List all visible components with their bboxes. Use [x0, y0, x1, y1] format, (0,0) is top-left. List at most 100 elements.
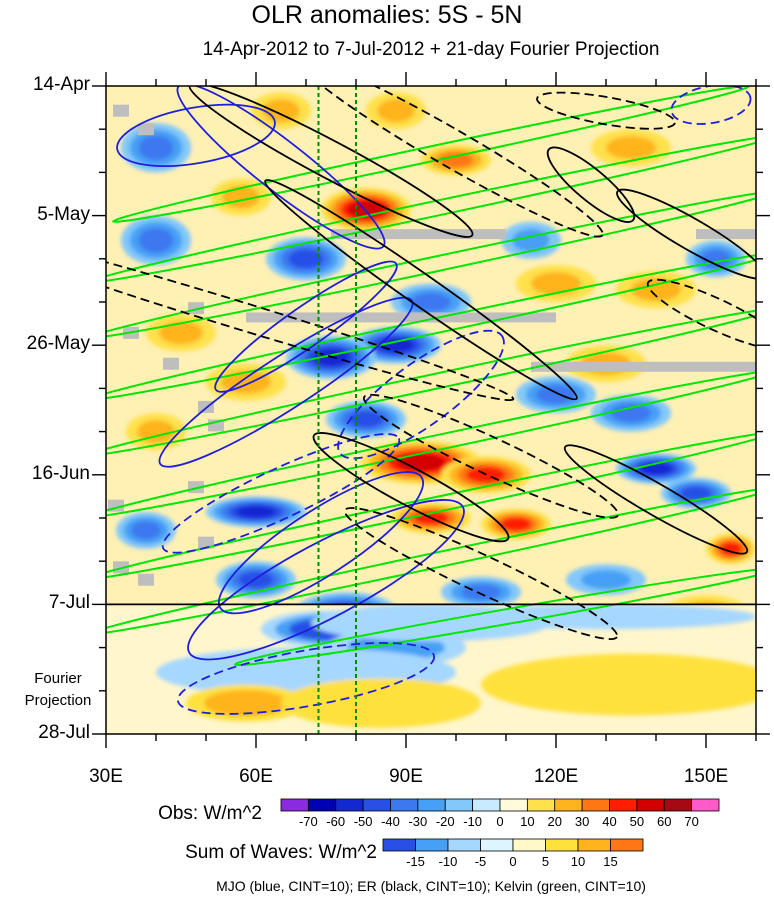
obs-anomaly: [411, 292, 451, 312]
obs-anomaly: [438, 152, 474, 168]
y-tick-label: 14-Apr: [32, 74, 90, 95]
er-contour: [106, 227, 515, 402]
waves-colorbar: [382, 838, 644, 852]
kelvin-contour: [234, 567, 756, 667]
obs-colorbar-box: [335, 798, 364, 812]
kelvin-contour: [106, 135, 756, 284]
x-tick-label: 30E: [89, 766, 123, 787]
obs-colorbar-box: [444, 798, 474, 812]
waves-colorbar-box: [382, 838, 416, 852]
waves-colorbar-label: -10: [438, 854, 458, 869]
obs-blobs: [116, 92, 756, 605]
obs-anomaly: [377, 99, 415, 123]
x-tick-label: 90E: [389, 766, 423, 787]
er-contour: [264, 179, 578, 401]
missing-band: [331, 229, 506, 240]
obs-anomaly: [669, 595, 743, 605]
waves-colorbar-label: 10: [570, 854, 586, 869]
waves-colorbar-label: -5: [474, 854, 487, 869]
kelvin-contour: [106, 252, 756, 401]
obs-field: [106, 86, 756, 605]
kelvin-contour: [106, 431, 756, 580]
obs-colorbar-box: [499, 798, 528, 812]
waves-colorbar-box: [512, 838, 546, 852]
missing-band: [531, 361, 756, 372]
mjo-contour: [161, 433, 401, 554]
waves-colorbar-label: 0: [509, 854, 517, 869]
obs-colorbar-box: [417, 798, 446, 812]
obs-anomaly: [131, 521, 161, 540]
waves-colorbar-box: [577, 838, 611, 852]
projection-anomaly: [281, 678, 481, 728]
x-tick-label: 60E: [239, 766, 273, 787]
obs-colorbar-label: -60: [326, 814, 346, 829]
er-contour: [546, 146, 636, 223]
er-contour: [362, 393, 620, 519]
chart-title: OLR anomalies: 5S - 5N: [251, 1, 523, 29]
waves-colorbar-title: Sum of Waves: W/m^2: [185, 842, 377, 863]
missing-cell: [138, 123, 154, 136]
projection-anomaly: [456, 604, 756, 630]
er-contour: [646, 278, 756, 350]
obs-anomaly: [159, 321, 203, 345]
projection-blobs: [156, 604, 756, 728]
fourier-projection-label: Fourier Projection: [24, 670, 92, 709]
waves-colorbar-box: [545, 838, 579, 852]
obs-colorbar-box: [663, 798, 693, 812]
wave-contours: [106, 86, 756, 715]
mjo-contour: [214, 260, 398, 393]
obs-colorbar-label: 10: [520, 814, 535, 829]
obs-colorbar-box: [554, 798, 583, 812]
er-contour: [298, 86, 604, 238]
obs-anomaly: [137, 420, 175, 444]
obs-colorbar-label: 30: [574, 814, 590, 829]
obs-colorbar-label: 40: [602, 814, 617, 829]
obs-colorbar-label: -20: [435, 814, 455, 829]
plot-frame: [105, 85, 757, 735]
y-tick-label: 28-Jul: [38, 722, 90, 743]
x-tick-label: 150E: [683, 766, 729, 787]
missing-band: [696, 229, 756, 240]
mjo-contour: [116, 103, 276, 167]
obs-anomaly: [236, 505, 276, 518]
obs-colorbar-label: 60: [657, 814, 672, 829]
obs-anomaly: [581, 570, 631, 590]
x-tick-label: 120E: [533, 766, 579, 787]
obs-anomaly: [138, 135, 174, 161]
missing-cell: [198, 536, 214, 549]
kelvin-contour: [106, 369, 756, 519]
obs-colorbar-box: [472, 798, 501, 812]
obs-colorbar-box: [636, 798, 665, 812]
y-tick-label: 5-May: [37, 203, 90, 225]
waves-colorbar-label: 15: [603, 854, 618, 869]
obs-colorbar-box: [280, 798, 309, 812]
obs-anomaly: [631, 278, 681, 302]
er-contour: [563, 444, 749, 555]
obs-colorbar-box: [362, 798, 391, 812]
mjo-contour: [337, 329, 505, 460]
er-contour: [536, 91, 676, 130]
mjo-contour: [158, 296, 414, 468]
obs-colorbar-box: [581, 798, 610, 812]
kelvin-contour: [106, 308, 756, 457]
obs-anomaly: [348, 411, 384, 428]
obs-anomaly: [238, 571, 274, 588]
obs-anomaly: [720, 542, 742, 556]
projection-anomaly: [481, 653, 756, 716]
missing-cell: [113, 104, 129, 117]
er-contour: [188, 86, 474, 238]
projection-anomaly: [204, 690, 288, 717]
obs-anomaly: [536, 385, 576, 404]
y-tick-label: 7-Jul: [48, 592, 90, 614]
obs-colorbar-box: [691, 798, 720, 812]
obs-anomaly: [611, 403, 651, 423]
waves-colorbar-box: [610, 838, 644, 852]
waves-colorbar-label: -15: [406, 854, 425, 869]
obs-colorbar-label: 50: [629, 814, 645, 829]
legend-footer: MJO (blue, CINT=10); ER (black, CINT=10)…: [216, 878, 646, 894]
obs-anomaly: [221, 370, 271, 394]
obs-colorbar-box: [390, 798, 419, 812]
er-contour: [312, 432, 510, 543]
obs-colorbar-label: 70: [684, 814, 699, 829]
